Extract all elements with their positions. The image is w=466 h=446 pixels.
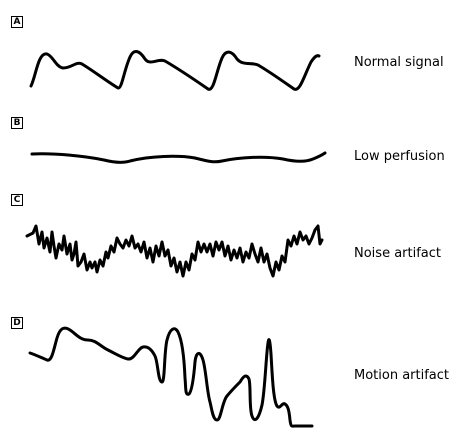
normal-signal-waveform [29, 50, 321, 91]
label-low-perfusion: Low perfusion [354, 149, 445, 164]
panel-label-d: D [11, 317, 23, 329]
panel-label-a: A [11, 16, 23, 28]
panel-label-b: B [11, 117, 23, 129]
motion-artifact-waveform [28, 326, 314, 428]
panel-label-c: C [11, 194, 23, 206]
label-motion-artifact: Motion artifact [354, 368, 450, 383]
label-noise-artifact: Noise artifact [354, 246, 442, 261]
low-perfusion-waveform [30, 151, 327, 164]
noise-artifact-waveform [25, 224, 324, 278]
label-normal-signal: Normal signal [354, 55, 444, 70]
